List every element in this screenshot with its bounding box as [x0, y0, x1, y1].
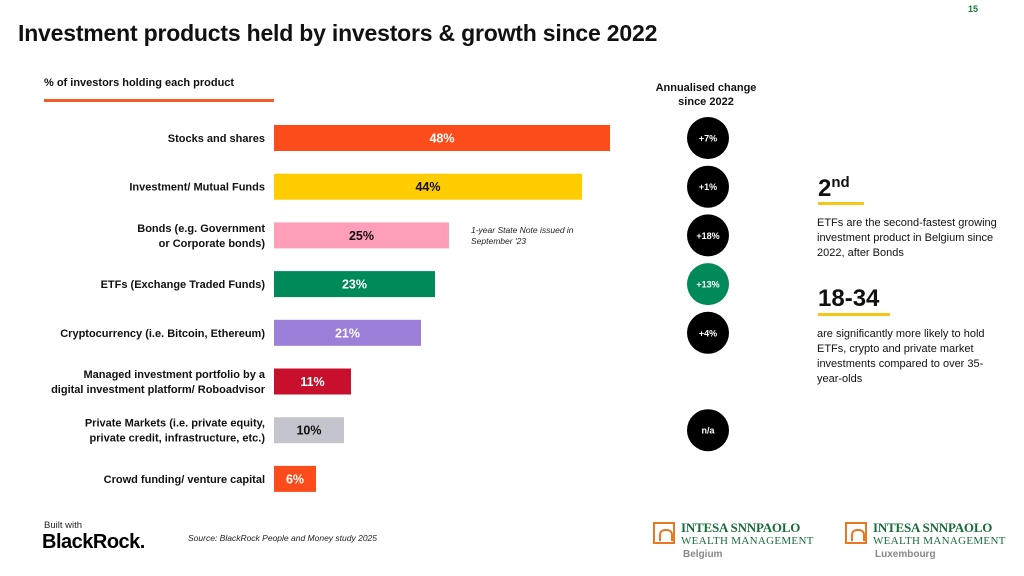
- stat-age-underline: [818, 313, 890, 316]
- category-label: Stocks and shares: [168, 133, 265, 145]
- bar-value-label: 23%: [342, 278, 367, 292]
- bar-value-label: 48%: [429, 132, 454, 146]
- intesa-logo-sub: WEALTH MANAGEMENT: [681, 535, 814, 547]
- bar: [274, 465, 316, 492]
- category-label: Bonds (e.g. Government: [137, 223, 265, 235]
- category-label: or Corporate bonds): [159, 238, 266, 250]
- change-label: +13%: [696, 280, 719, 290]
- intesa-logo-name: INTESA SNNPAOLO: [873, 520, 993, 535]
- subtitle-underline: [44, 99, 274, 102]
- intesa-logo-name: INTESA SNNPAOLO: [681, 520, 801, 535]
- bar: [274, 319, 421, 346]
- category-label: Crowd funding/ venture capital: [104, 474, 265, 486]
- category-label: private credit, infrastructure, etc.): [90, 433, 266, 445]
- stat-age: 18-34: [818, 285, 880, 312]
- change-circle: [687, 311, 729, 354]
- change-label: +1%: [699, 182, 717, 192]
- category-label: Cryptocurrency (i.e. Bitcoin, Ethereum): [60, 328, 265, 340]
- bonds-note-line2: September '23: [471, 236, 527, 246]
- category-label: ETFs (Exchange Traded Funds): [101, 279, 266, 291]
- stat-rank-suffix: nd: [831, 174, 850, 191]
- annualised-change-header: Annualised change since 2022: [632, 81, 780, 109]
- annualised-change-header-line2: since 2022: [678, 96, 734, 108]
- page-number: 15: [968, 4, 979, 14]
- bar-value-label: 44%: [415, 180, 440, 194]
- bar: [274, 125, 610, 151]
- category-label: Private Markets (i.e. private equity,: [85, 418, 265, 430]
- intesa-logo-country: Luxembourg: [875, 549, 936, 560]
- intesa-mark-icon: [845, 522, 867, 544]
- change-circle: [687, 409, 729, 452]
- built-with-label: Built with: [44, 520, 83, 531]
- investment-products-bar-chart: Stocks and shares 48% +7% Investment/ Mutua…: [51, 117, 729, 492]
- change-label: +4%: [699, 328, 717, 338]
- change-circle: [687, 263, 729, 306]
- stat-age-text: are significantly more likely to hold ET…: [817, 328, 985, 385]
- change-label: n/a: [701, 426, 715, 436]
- intesa-logo-sub: WEALTH MANAGEMENT: [873, 535, 1006, 547]
- change-circle: [687, 165, 729, 208]
- bar: [274, 417, 344, 444]
- source-note: Source: BlackRock People and Money study…: [188, 533, 378, 543]
- blackrock-logo: BlackRock.: [42, 531, 145, 553]
- bar: [274, 222, 449, 249]
- annualised-change-header-line1: Annualised change: [655, 82, 757, 94]
- bar-value-label: 10%: [296, 424, 321, 438]
- change-label: +7%: [699, 134, 717, 144]
- category-label: Investment/ Mutual Funds: [129, 182, 265, 194]
- stat-rank-number: 2: [818, 175, 832, 202]
- bar: [274, 368, 351, 395]
- intesa-mark-icon: [653, 522, 675, 544]
- bar-value-label: 25%: [349, 229, 374, 243]
- change-circle: [687, 214, 729, 257]
- page-title: Investment products held by investors & …: [18, 20, 658, 46]
- chart-subtitle: % of investors holding each product: [44, 77, 235, 89]
- bar-value-label: 21%: [335, 326, 360, 340]
- bar-value-label: 6%: [286, 472, 304, 486]
- bar-value-label: 11%: [300, 375, 324, 389]
- bar: [274, 271, 435, 298]
- change-circle: [687, 117, 729, 159]
- change-label: +18%: [696, 231, 719, 241]
- bar: [274, 173, 582, 200]
- stat-rank-underline: [818, 202, 864, 205]
- stat-rank-text: ETFs are the second-fastest growing inve…: [817, 217, 997, 259]
- stat-rank: 2nd: [818, 174, 850, 203]
- intesa-logo-country: Belgium: [683, 549, 723, 560]
- category-label: digital investment platform/ Roboadvisor: [51, 384, 266, 396]
- category-label: Managed investment portfolio by a: [83, 369, 265, 381]
- bonds-note-line1: 1-year State Note issued in: [471, 225, 574, 235]
- bonds-note: 1-year State Note issued in September '2…: [471, 225, 574, 247]
